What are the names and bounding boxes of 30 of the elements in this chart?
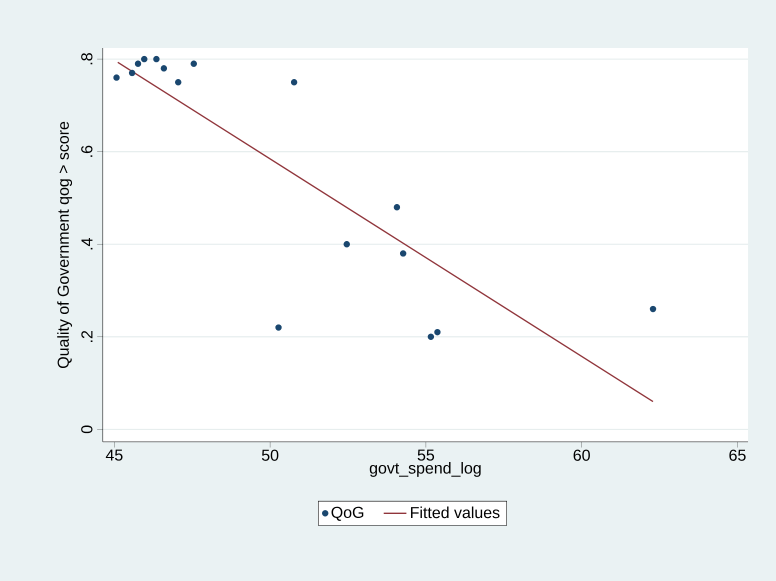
point	[190, 60, 197, 67]
x-tick-label: 45	[106, 450, 123, 461]
point	[153, 56, 160, 62]
x-tick-label: 60	[574, 450, 590, 461]
point	[128, 70, 136, 76]
point	[141, 56, 148, 62]
point	[160, 65, 168, 72]
point	[650, 306, 656, 312]
point	[113, 74, 120, 81]
point	[275, 324, 282, 331]
point	[394, 204, 400, 210]
point	[290, 79, 298, 86]
y-axis-title: Quality of Government qog > score	[57, 122, 72, 368]
legend-label: QoG	[332, 506, 364, 521]
point	[400, 250, 406, 257]
y-tick-label: 0	[81, 426, 92, 434]
point	[134, 60, 142, 67]
x-tick-label: 65	[729, 450, 746, 461]
point	[434, 328, 441, 336]
y-tick-label: .2	[81, 330, 92, 342]
x-tick-label: 55	[418, 450, 434, 461]
x-axis-title: govt_spend_log	[370, 462, 481, 477]
x-tick-label: 50	[262, 450, 278, 461]
y-tick-label: .6	[81, 146, 92, 157]
point	[428, 334, 434, 340]
legend-label: Fitted values	[411, 506, 500, 518]
point	[175, 79, 182, 86]
y-tick-label: .8	[81, 53, 92, 64]
point	[344, 241, 350, 248]
y-tick-label: .4	[81, 238, 92, 250]
